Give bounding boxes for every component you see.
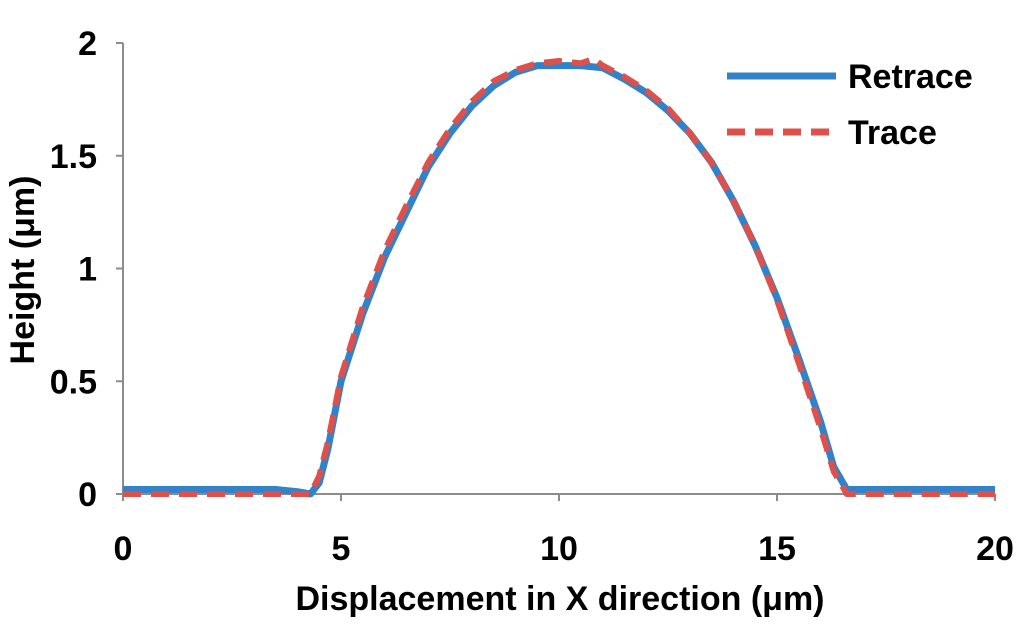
legend: Retrace Trace [727,58,973,152]
x-axis-title: Displacement in X direction (μm) [295,580,824,618]
y-axis-title: Height (μm) [4,176,42,365]
series-line-trace [123,55,995,497]
y-tick-label: 1.5 [50,138,97,176]
legend-label-trace: Trace [848,114,937,152]
series-layer [123,55,995,498]
x-tick-label: 10 [540,530,578,568]
x-tick-label: 15 [758,530,796,568]
legend-label-retrace: Retrace [848,58,973,96]
x-tick-label: 5 [332,530,351,568]
axes: 00.511.520 5 10 15 20 [50,25,1014,568]
y-tick-label: 1 [78,251,97,289]
y-tick-label: 2 [78,25,97,63]
x-tick-label: 0 [114,530,133,568]
x-tick-label: 20 [976,530,1014,568]
y-tick-label: 0.5 [50,363,97,401]
y-tick-label: 0 [78,476,97,514]
